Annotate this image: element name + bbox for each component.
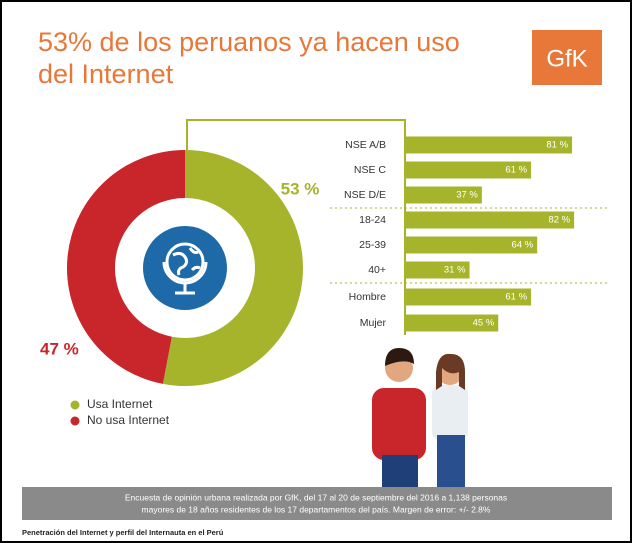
bar-value-label: 31 % xyxy=(444,265,466,276)
title-line: 53% de los peruanos ya hacen uso xyxy=(38,27,460,57)
bar-value-label: 61 % xyxy=(505,165,527,176)
bar-value-label: 81 % xyxy=(546,140,568,151)
footer-note: mayores de 18 años residentes de los 17 … xyxy=(142,504,491,514)
people-illustration xyxy=(372,348,468,487)
bar xyxy=(406,186,482,204)
bar-value-label: 82 % xyxy=(548,215,570,226)
title-line: del Internet xyxy=(38,59,174,89)
logo: GfK xyxy=(546,45,587,72)
bar-value-label: 61 % xyxy=(505,292,527,303)
bar-category: 40+ xyxy=(368,264,386,276)
bar-category: Hombre xyxy=(349,291,387,303)
legend-label: No usa Internet xyxy=(87,413,170,427)
caption: Penetración del Internet y perfil del In… xyxy=(22,528,224,537)
bar xyxy=(406,236,538,254)
bar-value-label: 45 % xyxy=(473,318,495,329)
bar-category: NSE C xyxy=(354,164,387,176)
bar-value-label: 37 % xyxy=(456,190,478,201)
legend-dot xyxy=(70,400,80,410)
bar xyxy=(406,261,470,279)
legend-dot xyxy=(70,416,80,426)
bar-category: NSE D/E xyxy=(344,189,386,201)
slice-label: 53 % xyxy=(281,179,320,198)
bar xyxy=(406,314,499,332)
bar-category: 25-39 xyxy=(359,239,386,251)
globe-icon xyxy=(143,226,227,310)
slice-label: 47 % xyxy=(40,339,79,358)
bar xyxy=(406,211,575,229)
donut-slice xyxy=(67,150,185,384)
donut-slice xyxy=(162,150,304,386)
bar-category: 18-24 xyxy=(359,214,386,226)
footer-note: Encuesta de opinión urbana realizada por… xyxy=(125,492,507,502)
bar-category: Mujer xyxy=(360,317,387,329)
logo-box xyxy=(532,30,602,85)
bar xyxy=(406,136,573,154)
bar-category: NSE A/B xyxy=(345,139,386,151)
legend-label: Usa Internet xyxy=(87,397,153,411)
connector xyxy=(186,119,406,335)
bar-value-label: 64 % xyxy=(512,240,534,251)
bar xyxy=(406,288,532,306)
footer-box xyxy=(22,487,612,520)
bar xyxy=(406,161,532,179)
